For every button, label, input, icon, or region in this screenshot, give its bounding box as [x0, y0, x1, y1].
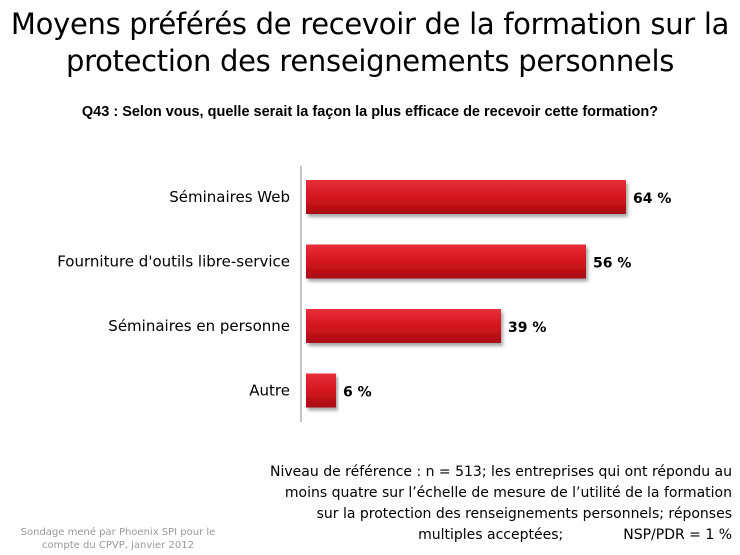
- chart-title-line1: Moyens préférés de recevoir de la format…: [10, 7, 730, 41]
- value-label-3: 39 %: [508, 320, 546, 336]
- chart-subtitle-question: Q43 : Selon vous, quelle serait la façon…: [81, 104, 659, 120]
- source-line2: compte du CPVP, janvier 2012: [42, 540, 194, 551]
- footnote-line4: multiples acceptées; NSP/PDR = 1 %: [232, 525, 732, 546]
- category-label-1: Séminaires Web: [169, 188, 290, 206]
- footnote-line3: sur la protection des renseignements per…: [316, 506, 732, 522]
- footnote-nsp: NSP/PDR = 1 %: [623, 527, 732, 543]
- source-line1: Sondage mené par Phoenix SPI pour le: [20, 527, 216, 538]
- value-label-2: 56 %: [593, 256, 631, 272]
- chart-title-line2: protection des renseignements personnels: [65, 44, 675, 78]
- bar-1: [306, 180, 626, 214]
- category-label-4: Autre: [249, 382, 290, 400]
- bar-3: [306, 309, 501, 343]
- footnote-line1: Niveau de référence : n = 513; les entre…: [270, 464, 732, 480]
- footnote: Niveau de référence : n = 513; les entre…: [232, 462, 732, 546]
- category-label-2: Fourniture d'outils libre-service: [57, 253, 290, 271]
- footnote-multiple: multiples acceptées;: [418, 527, 564, 543]
- chart-title: Moyens préférés de recevoir de la format…: [0, 6, 740, 80]
- category-label-3: Séminaires en personne: [108, 317, 290, 335]
- source-note: Sondage mené par Phoenix SPI pour le com…: [8, 526, 228, 552]
- footnote-line2: moins quatre sur l’échelle de mesure de …: [284, 485, 732, 501]
- value-label-1: 64 %: [633, 191, 671, 207]
- value-label-4: 6 %: [343, 385, 372, 401]
- bar-2: [306, 244, 586, 279]
- bar-4: [306, 373, 336, 408]
